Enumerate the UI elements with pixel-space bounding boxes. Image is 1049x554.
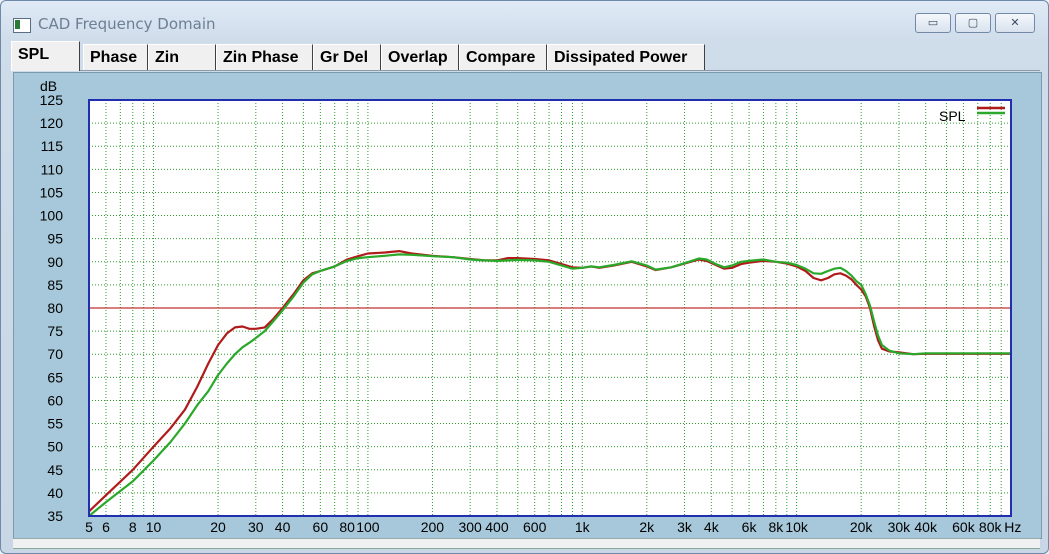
y-tick-label: 110 [41,161,64,177]
spl-chart[interactable]: 3540455055606570758085909510010511011512… [14,73,1041,538]
window-title: CAD Frequency Domain [38,15,216,33]
x-tick-label: 300 [458,519,482,535]
x-tick-label: 4k [704,519,720,535]
app-icon [13,18,31,33]
y-tick-label: 80 [47,300,63,316]
x-tick-label: 40k [914,519,938,535]
maximize-button[interactable]: ▢ [955,13,991,33]
x-tick-label: 60k [952,519,976,535]
y-tick-label: 95 [47,231,63,247]
x-tick-label: 6k [742,519,758,535]
x-tick-label: 1k [575,519,591,535]
y-tick-label: 60 [47,392,63,408]
x-tick-label: 80k [979,519,1003,535]
tab-divider [11,70,1040,71]
y-tick-label: 105 [40,184,64,200]
y-tick-label: 90 [47,254,63,270]
x-tick-label: 10k [785,519,809,535]
x-tick-label: 30k [888,519,912,535]
x-axis-unit: Hz [1004,519,1021,535]
x-tick-label: 20k [850,519,874,535]
minimize-button[interactable]: ▭ [915,13,951,33]
x-tick-label: 6 [102,519,110,535]
y-tick-label: 85 [47,277,63,293]
x-tick-label: 5 [85,519,93,535]
y-tick-label: 45 [47,462,63,478]
y-tick-label: 70 [47,346,63,362]
y-tick-label: 75 [47,323,63,339]
y-tick-label: 65 [47,369,63,385]
y-tick-label: 40 [47,485,63,501]
tab-compare[interactable]: Compare [459,44,547,70]
tab-phase[interactable]: Phase [83,44,148,70]
x-tick-label: 600 [523,519,547,535]
y-tick-label: 125 [40,92,64,108]
tab-gr-del[interactable]: Gr Del [313,44,381,70]
x-tick-label: 8 [129,519,137,535]
x-tick-label: 200 [421,519,445,535]
x-tick-label: 40 [275,519,291,535]
tab-zin-phase[interactable]: Zin Phase [216,44,313,70]
x-tick-label: 30 [248,519,264,535]
x-tick-label: 20 [210,519,226,535]
x-tick-label: 10 [146,519,162,535]
legend-label: SPL [939,108,966,124]
x-tick-label: 80 [339,519,355,535]
close-button[interactable]: ✕ [995,13,1035,33]
y-tick-label: 35 [47,508,63,524]
x-tick-label: 3k [677,519,693,535]
y-tick-label: 55 [47,416,63,432]
y-tick-label: 50 [47,439,63,455]
series-line-green [88,253,1011,517]
x-tick-label: 400 [485,519,509,535]
y-axis-label: dB [40,78,57,94]
y-tick-label: 115 [41,138,64,154]
x-tick-label: 8k [768,519,784,535]
plot-frame [88,99,1012,517]
tab-dissipated-power[interactable]: Dissipated Power [547,44,705,70]
tab-overlap[interactable]: Overlap [381,44,459,70]
y-tick-label: 120 [40,115,64,131]
title-bar[interactable]: CAD Frequency Domain ▭ ▢ ✕ [1,1,1048,39]
x-tick-label: 100 [356,519,380,535]
status-bar [13,538,1040,549]
x-tick-label: 60 [313,519,329,535]
y-tick-label: 100 [40,208,64,224]
tab-zin[interactable]: Zin [148,44,216,70]
x-tick-label: 2k [639,519,655,535]
tab-bar: SPL Phase Zin Zin Phase Gr Del Overlap C… [11,41,1040,71]
tab-spl[interactable]: SPL [11,41,80,71]
chart-panel: 35 40 45 50 55 60 65 70 75 80 85 90 95 100 105 110 115 12… [13,72,1042,539]
